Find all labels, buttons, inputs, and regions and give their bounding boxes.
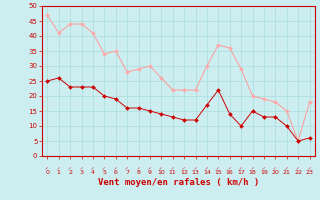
Text: ~: ~	[124, 164, 131, 171]
Text: ~: ~	[306, 164, 313, 171]
Text: ~: ~	[112, 164, 119, 171]
X-axis label: Vent moyen/en rafales ( km/h ): Vent moyen/en rafales ( km/h )	[98, 178, 259, 187]
Text: ~: ~	[272, 164, 279, 171]
Text: ~: ~	[192, 164, 199, 171]
Text: ~: ~	[147, 164, 153, 171]
Text: ~: ~	[260, 164, 267, 171]
Text: ~: ~	[78, 164, 85, 171]
Text: ~: ~	[67, 164, 74, 171]
Text: ~: ~	[135, 164, 142, 171]
Text: ~: ~	[249, 164, 256, 171]
Text: ~: ~	[44, 164, 51, 171]
Text: ~: ~	[215, 164, 222, 171]
Text: ~: ~	[158, 164, 165, 171]
Text: ~: ~	[101, 164, 108, 171]
Text: ~: ~	[169, 164, 176, 171]
Text: ~: ~	[226, 164, 233, 171]
Text: ~: ~	[55, 164, 62, 171]
Text: ~: ~	[204, 164, 210, 171]
Text: ~: ~	[181, 164, 188, 171]
Text: ~: ~	[283, 164, 290, 171]
Text: ~: ~	[90, 164, 96, 171]
Text: ~: ~	[238, 164, 244, 171]
Text: ~: ~	[295, 164, 301, 171]
